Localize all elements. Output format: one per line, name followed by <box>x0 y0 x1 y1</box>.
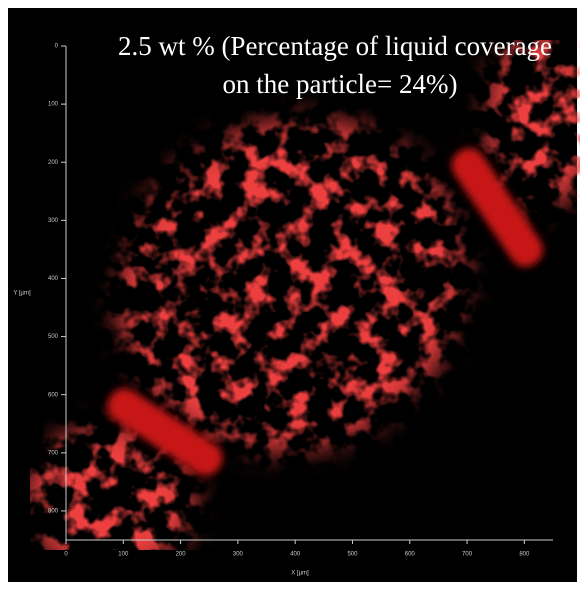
micrograph: X [µm] Y [µm] 2.5 wt % (Percentage of li… <box>0 0 585 590</box>
title-line: 2.5 wt % (Percentage of liquid coverage <box>118 31 552 61</box>
y-tick-label: 300 <box>48 218 59 224</box>
x-tick-label: 500 <box>347 552 358 558</box>
x-tick-label: 200 <box>176 552 187 558</box>
page: X [µm] Y [µm] 2.5 wt % (Percentage of li… <box>0 0 585 590</box>
y-tick-label: 500 <box>48 334 59 340</box>
x-tick-label: 300 <box>233 552 244 558</box>
y-tick-label: 400 <box>48 276 59 282</box>
x-tick-label: 700 <box>462 552 473 558</box>
y-axis-label: Y [µm] <box>13 291 31 297</box>
x-tick-label: 600 <box>405 552 416 558</box>
x-tick-label: 100 <box>118 552 129 558</box>
y-tick-label: 700 <box>48 450 59 456</box>
x-tick-label: 400 <box>290 552 301 558</box>
y-tick-label: 200 <box>48 160 59 166</box>
x-tick-label: 800 <box>519 552 530 558</box>
y-tick-label: 800 <box>48 509 59 515</box>
liquid-texture <box>30 40 580 550</box>
x-axis-label: X [µm] <box>291 571 309 577</box>
title-line: on the particle= 24%) <box>223 69 458 99</box>
y-tick-label: 600 <box>48 392 59 398</box>
y-tick-label: 100 <box>48 102 59 108</box>
